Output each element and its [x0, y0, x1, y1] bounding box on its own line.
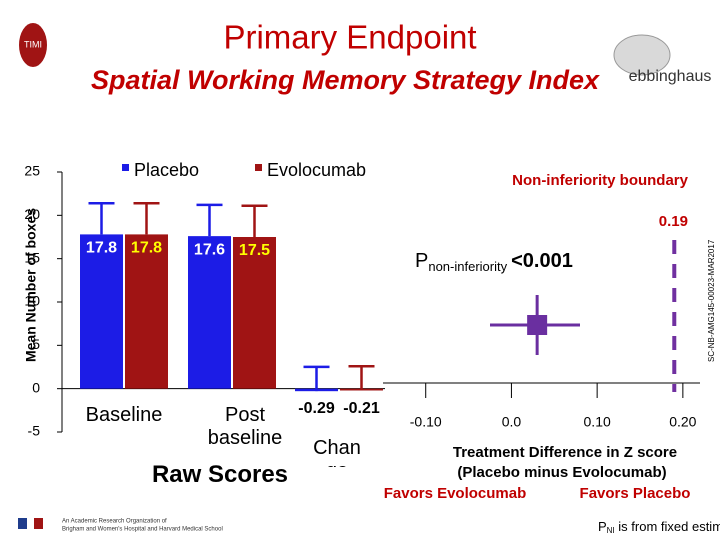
x-tick-label: 0.10	[584, 414, 611, 430]
legend-swatch	[255, 164, 262, 171]
error-bar	[303, 365, 330, 392]
footer-note: PNI is from fixed estimate	[598, 519, 720, 535]
x-axis-label-2: (Placebo minus Evolocumab)	[457, 464, 666, 481]
favors-right: Favors Placebo	[580, 485, 691, 502]
p-main: P	[415, 250, 428, 272]
data-label: 17.6	[194, 241, 225, 258]
y-tick-label: 0	[32, 379, 40, 395]
y-axis-label: Mean Number of boxes	[23, 208, 39, 362]
note-p: P	[598, 519, 607, 534]
p-value: Pnon-inferiority <0.001	[415, 250, 573, 274]
y-tick-label: 10	[24, 293, 40, 309]
favors-left: Favors Evolocumab	[384, 485, 527, 502]
y-tick-label: 25	[24, 163, 40, 179]
x-tick-label: 0.20	[669, 414, 696, 430]
data-label: -0.29	[298, 400, 335, 417]
data-label: 17.5	[239, 242, 270, 259]
y-tick-label: 5	[32, 336, 40, 352]
error-bar	[133, 201, 160, 235]
data-label: 17.8	[131, 240, 162, 257]
boundary-value: 0.19	[659, 213, 688, 230]
data-label: -0.21	[343, 400, 380, 417]
y-tick-label: -5	[28, 423, 41, 439]
x-tick-label: -0.10	[410, 414, 442, 430]
x-tick-label: Baseline	[85, 404, 163, 426]
footer-logo	[18, 518, 27, 529]
brain-logo	[613, 34, 671, 76]
slide-code: SC-NB-AMG145-00023-MAR2017	[707, 239, 716, 362]
note-rest: is from fixed estimate	[615, 519, 720, 534]
y-tick-label: 15	[24, 249, 40, 265]
footer-text: An Academic Research Organization of	[62, 519, 167, 525]
boundary-label: Non-inferiority boundary	[512, 172, 688, 189]
logo-text: TIMI	[24, 39, 42, 49]
data-label: 17.8	[86, 240, 117, 257]
x-axis-label: Raw Scores	[151, 461, 289, 488]
x-tick-label: 0.0	[502, 414, 522, 430]
logo-shape	[19, 23, 47, 67]
bar	[80, 234, 123, 389]
legend-label: Evolocumab	[267, 160, 366, 180]
title: Primary Endpoint	[223, 19, 476, 56]
logo-text: ebbinghaus	[629, 68, 712, 85]
legend-label: Placebo	[134, 160, 199, 180]
legend-swatch	[122, 164, 129, 171]
note-sub: NI	[607, 526, 615, 535]
error-bar	[196, 203, 223, 237]
point-estimate	[527, 315, 548, 335]
footer-text: Brigham and Women's Hospital and Harvard…	[62, 527, 223, 533]
bar	[233, 237, 276, 389]
subtitle: Spatial Working Memory Strategy Index	[91, 65, 600, 95]
x-tick-label: Change	[313, 437, 361, 467]
bar	[188, 236, 231, 389]
error-bar	[88, 201, 115, 235]
p-val: <0.001	[511, 250, 573, 272]
error-bar	[241, 204, 268, 237]
footer-logo	[34, 518, 43, 529]
p-sub: non-inferiority	[428, 259, 507, 274]
x-axis-label: Treatment Difference in Z score	[453, 444, 677, 461]
y-tick-label: 20	[24, 206, 40, 222]
x-tick-label: Post baseline	[207, 404, 283, 449]
bar	[125, 234, 168, 389]
error-bar	[348, 364, 375, 391]
